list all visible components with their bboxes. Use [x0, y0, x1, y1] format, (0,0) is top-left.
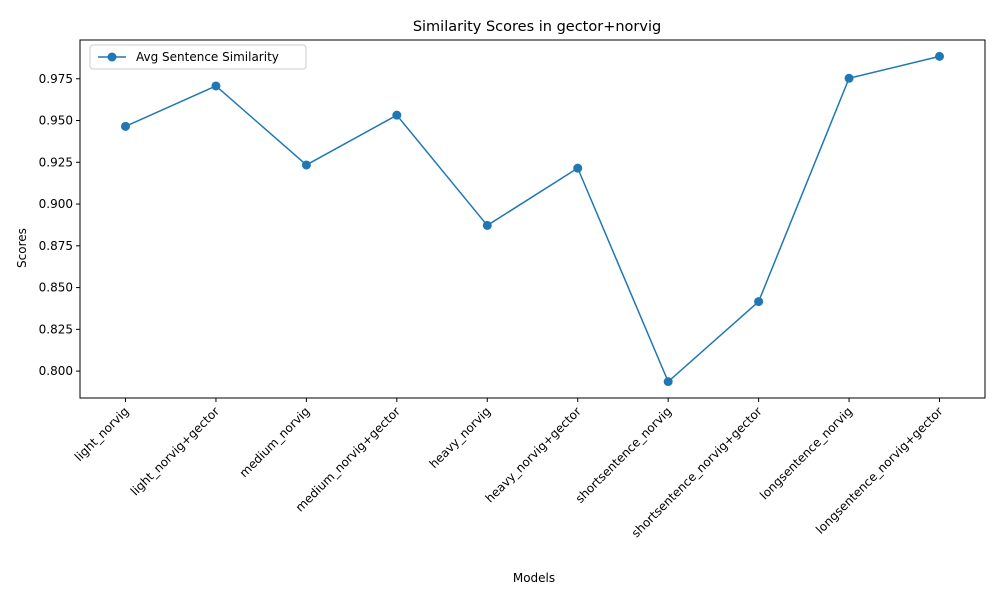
data-point [482, 220, 492, 230]
plot-area-frame [79, 39, 986, 399]
series-line [125, 55, 940, 383]
y-tick-label: 0.950 [39, 114, 73, 128]
axes [79, 39, 986, 399]
x-axis-label: Models [513, 571, 555, 585]
chart-title: Similarity Scores in gector+norvig [413, 19, 661, 35]
y-tick-label: 0.850 [39, 281, 73, 295]
y-tick-label: 0.925 [39, 155, 73, 169]
legend-marker-swatch [107, 52, 117, 62]
data-point [663, 377, 673, 387]
y-tick-label: 0.800 [39, 364, 73, 378]
data-point [301, 160, 311, 170]
data-point [121, 121, 130, 131]
series [121, 51, 944, 387]
y-axis-label: Scores [15, 228, 29, 268]
data-point [754, 297, 764, 307]
y-tick-label: 0.975 [39, 72, 73, 86]
data-point [211, 81, 221, 91]
data-point [573, 163, 583, 173]
y-tick-label: 0.900 [39, 197, 73, 211]
data-point [392, 110, 402, 120]
legend-entry-label: Avg Sentence Similarity [136, 50, 279, 64]
legend: Avg Sentence Similarity [89, 44, 307, 70]
data-point [935, 51, 944, 61]
legend-box [89, 44, 307, 70]
y-tick-label: 0.825 [39, 322, 73, 336]
y-tick-label: 0.875 [39, 239, 73, 253]
data-point [844, 73, 854, 83]
